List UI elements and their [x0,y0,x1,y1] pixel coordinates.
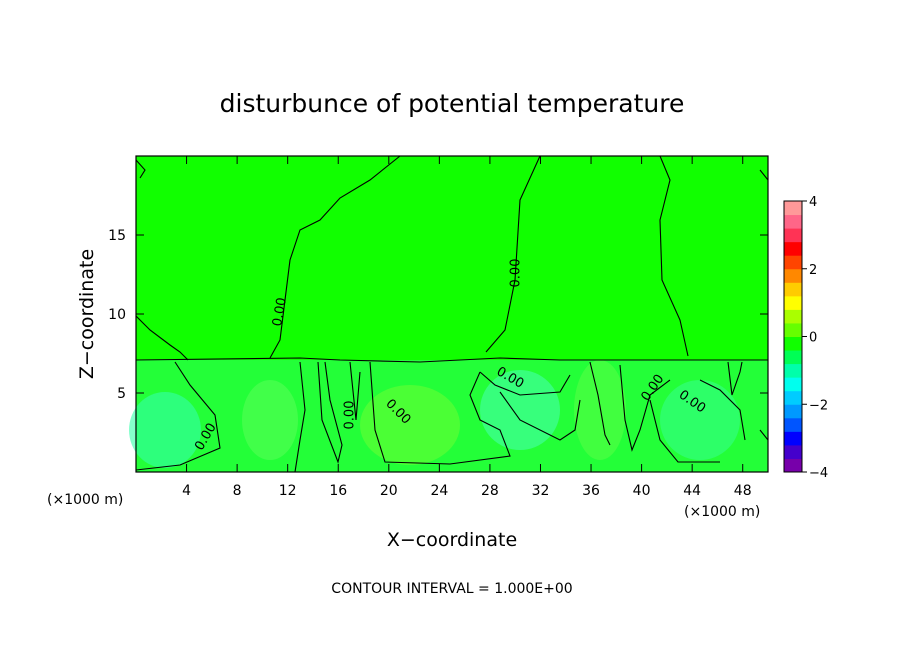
y-tick-label: 5 [117,386,126,402]
contour-line [135,357,768,363]
colorbar: 4 2 0 −2 −4 [783,195,828,481]
contour-line [349,361,361,421]
colorbar-band [784,417,802,432]
contour-line [269,155,401,359]
contour-line [649,399,720,463]
colorbar-band [784,214,802,229]
x-tick-label: 24 [430,483,448,499]
contour-line [759,429,769,441]
colorbar-band [784,444,802,459]
plot-area: 0.000.000.00 0.000.000.00 0.00 0.00 4 8 12 16 2… [108,155,769,499]
colorbar-band [784,390,802,405]
x-tick-label: 16 [329,483,347,499]
colorbar-band [784,377,802,392]
x-unit-label-right: (×1000 m) [684,504,760,520]
y-tick-label: 15 [108,228,126,244]
colorbar-band [784,322,802,337]
contour-level-label: 0.00 [343,401,358,430]
x-tick-label: 32 [532,483,550,499]
x-tick-label: 20 [380,483,398,499]
field-patch [660,380,740,460]
contour-line [369,361,511,465]
contour-interval-text: CONTOUR INTERVAL = 1.000E+00 [331,581,572,597]
colorbar-band [784,309,802,324]
contour-line [727,361,743,396]
contour-line [589,361,611,446]
field-patch [574,360,626,460]
colorbar-band [784,431,802,446]
colorbar-tick-label: −4 [809,466,828,481]
colorbar-band [784,350,802,365]
contour-line [499,391,581,441]
colorbar-band [784,241,802,256]
x-tick-label: 12 [279,483,297,499]
field-patch [242,380,298,460]
colorbar-band [784,404,802,419]
colorbar-tick-label: 0 [809,331,817,346]
x-unit-label-left: (×1000 m) [47,492,123,508]
y-tick-label: 10 [108,307,126,323]
chart-title: disturbunce of potential temperature [220,89,685,118]
colorbar-band [784,363,802,378]
contour-line [135,361,221,471]
contour-line [294,361,306,473]
contour-line [317,361,343,464]
colorbar-band [784,228,802,243]
colorbar-band [784,295,802,310]
contour-level-label: 0.00 [509,259,524,288]
x-axis-ticks: 4 8 12 16 20 24 28 32 36 40 44 48 [182,156,752,499]
colorbar-tick-label: 2 [809,263,817,278]
colorbar-band [784,336,802,351]
x-tick-label: 48 [734,483,752,499]
x-tick-label: 4 [182,483,191,499]
contour-line [135,315,189,361]
colorbar-band [784,201,802,216]
x-tick-label: 44 [683,483,701,499]
colorbar-tick-label: 4 [809,195,817,210]
x-tick-label: 40 [633,483,651,499]
colorbar-band [784,458,802,473]
contour-line [759,169,769,181]
y-axis-ticks: 5 10 15 [108,228,768,402]
field-patch [360,385,460,465]
x-tick-label: 36 [582,483,600,499]
y-axis-label: Z−coordinate [76,249,98,379]
x-axis-label: X−coordinate [387,529,517,551]
contour-level-label: 0.00 [270,296,290,327]
colorbar-band [784,255,802,270]
field-patch [129,392,201,468]
x-tick-label: 28 [481,483,499,499]
contour-line [485,155,541,353]
contour-line [479,371,571,396]
contour-line [699,379,746,441]
colorbar-band [784,282,802,297]
contour-line [619,364,671,452]
contour-line [135,159,146,179]
colorbar-band [784,268,802,283]
contour-line [659,155,689,357]
colorbar-tick-label: −2 [809,398,828,413]
x-tick-label: 8 [233,483,242,499]
